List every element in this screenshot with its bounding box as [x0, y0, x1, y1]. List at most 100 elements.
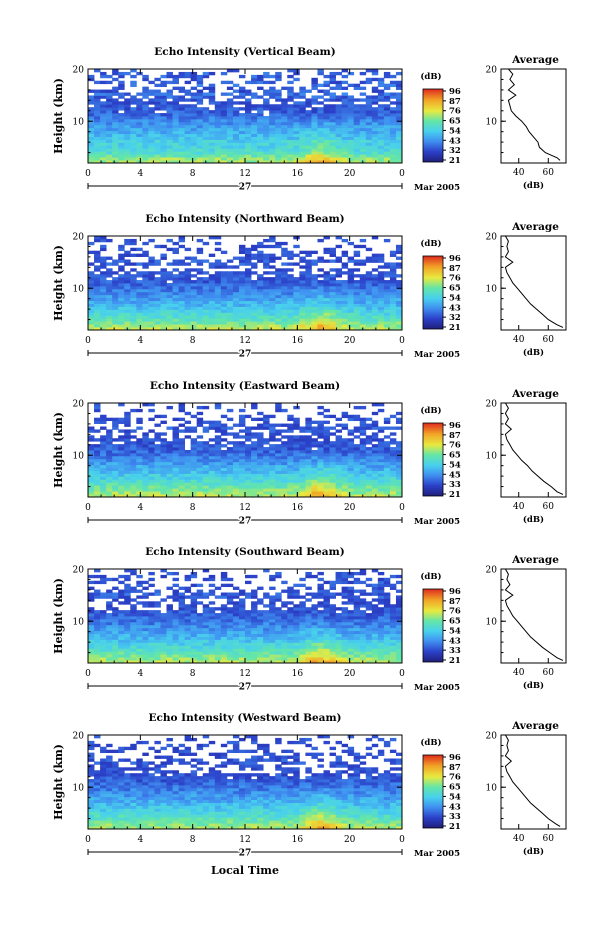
- heatmap-cell: [269, 288, 276, 293]
- heatmap-cell: [323, 435, 330, 439]
- heatmap-cell: [100, 92, 107, 96]
- heatmap-cell: [335, 271, 343, 275]
- heatmap-cell: [269, 429, 276, 433]
- heatmap-cell: [353, 127, 361, 132]
- heatmap-cell: [257, 461, 264, 466]
- heatmap-cell: [178, 488, 186, 492]
- heatmap-cell: [341, 74, 349, 79]
- heatmap-cell: [317, 660, 324, 664]
- heatmap-cell: [341, 624, 349, 629]
- heatmap-cell: [269, 327, 276, 331]
- heatmap-cell: [226, 461, 234, 466]
- heatmap-cell: [287, 274, 294, 278]
- heatmap-cell: [226, 107, 234, 111]
- heatmap-cell: [214, 476, 222, 480]
- heatmap-cell: [281, 627, 288, 632]
- heatmap-cell: [208, 139, 216, 143]
- heatmap-cell: [166, 473, 173, 477]
- heatmap-cell: [287, 110, 294, 114]
- heatmap-cell: [329, 124, 336, 129]
- heatmap-cell: [263, 265, 270, 269]
- heatmap-cell: [196, 250, 204, 255]
- heatmap-cell: [341, 92, 349, 96]
- heatmap-cell: [353, 297, 361, 302]
- heatmap-cell: [106, 494, 113, 498]
- heatmap-cell: [142, 101, 149, 105]
- heatmap-cell: [329, 145, 336, 149]
- heatmap-cell: [124, 283, 131, 287]
- heatmap-cell: [118, 303, 125, 307]
- heatmap-cell: [166, 288, 173, 293]
- heatmap-cell: [371, 464, 379, 469]
- heatmap-cell: [287, 455, 294, 460]
- heatmap-cell: [299, 256, 306, 260]
- heatmap-cell: [305, 429, 312, 433]
- heatmap-cell: [172, 151, 179, 155]
- heatmap-cell: [305, 651, 312, 655]
- heatmap-cell: [395, 467, 403, 471]
- heatmap-cell: [395, 142, 403, 146]
- heatmap-cell: [136, 476, 143, 480]
- heatmap-cell: [287, 80, 294, 85]
- heatmap-cell: [371, 77, 379, 82]
- heatmap-cell: [130, 127, 137, 132]
- heatmap-cell: [160, 92, 167, 96]
- heatmap-cell: [287, 142, 294, 146]
- heatmap-cell: [136, 470, 143, 474]
- heatmap-cell: [196, 321, 204, 325]
- heatmap-cell: [311, 300, 318, 304]
- heatmap-cell: [263, 253, 270, 257]
- heatmap-cell: [371, 657, 379, 661]
- heatmap-cell: [172, 639, 179, 643]
- heatmap-cell: [106, 435, 113, 439]
- heatmap-cell: [100, 420, 107, 424]
- heatmap-cell: [118, 315, 125, 319]
- heatmap-cell: [88, 491, 95, 495]
- heatmap-cell: [299, 447, 306, 451]
- heatmap-cell: [106, 627, 113, 632]
- heatmap-cell: [257, 124, 264, 129]
- heatmap-cell: [238, 318, 246, 322]
- heatmap-cell: [226, 633, 234, 637]
- heatmap-cell: [257, 639, 264, 643]
- heatmap-cell: [130, 118, 137, 123]
- heatmap-cell: [335, 482, 343, 486]
- heatmap-cell: [238, 244, 246, 249]
- heatmap-cell: [359, 130, 367, 135]
- heatmap-cell: [208, 450, 216, 454]
- heatmap-cell: [136, 488, 143, 492]
- heatmap-cell: [112, 327, 119, 331]
- heatmap-cell: [130, 654, 137, 658]
- heatmap-cell: [184, 154, 192, 158]
- heatmap-cell: [166, 160, 173, 164]
- heatmap-cell: [293, 124, 300, 129]
- heatmap-cell: [317, 95, 324, 99]
- heatmap-cell: [208, 315, 216, 319]
- heatmap-cell: [88, 630, 95, 635]
- profile-line: [504, 402, 564, 495]
- heatmap-cell: [160, 458, 167, 463]
- heatmap-cell: [106, 118, 113, 123]
- heatmap-cell: [347, 285, 355, 290]
- heatmap-cell: [359, 98, 367, 102]
- heatmap-cell: [166, 92, 173, 96]
- heatmap-cell: [389, 467, 397, 471]
- heatmap-cell: [112, 423, 119, 427]
- heatmap-cell: [347, 297, 355, 302]
- heatmap-cell: [106, 473, 113, 477]
- heatmap-cell: [196, 636, 204, 640]
- heatmap-cell: [299, 494, 306, 498]
- heatmap-cell: [190, 458, 198, 463]
- heatmap-cell: [148, 101, 155, 105]
- heatmap-cell: [347, 660, 355, 664]
- heatmap-cell: [172, 142, 179, 146]
- heatmap-cell: [305, 297, 312, 302]
- heatmap-cell: [305, 253, 312, 257]
- heatmap-cell: [196, 118, 204, 123]
- heatmap-cell: [220, 303, 228, 307]
- heatmap-cell: [323, 476, 330, 480]
- heatmap-cell: [166, 157, 173, 161]
- heatmap-cell: [341, 494, 349, 498]
- heatmap-cell: [269, 291, 276, 296]
